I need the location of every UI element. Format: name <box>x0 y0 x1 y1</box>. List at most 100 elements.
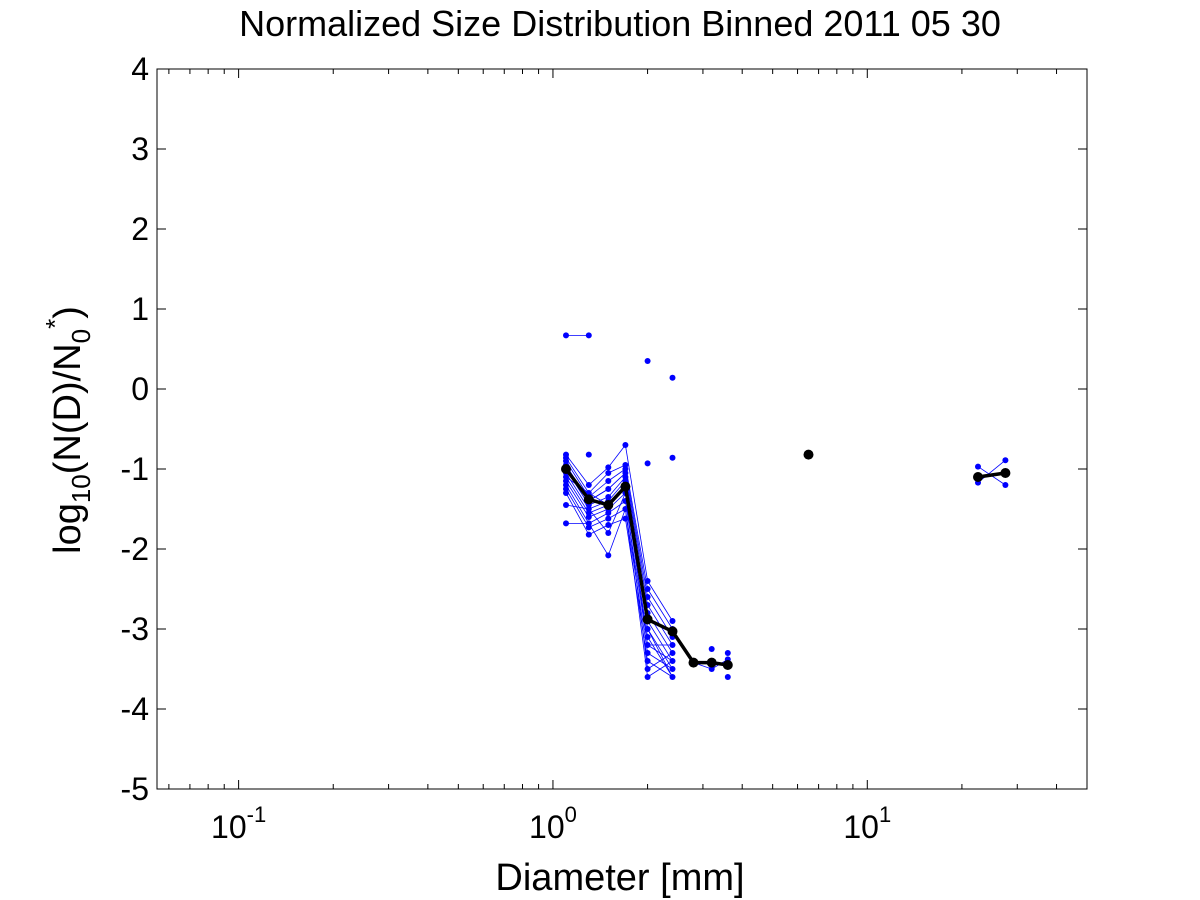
individual-point <box>585 524 592 531</box>
individual-point <box>669 650 676 656</box>
individual-line <box>565 484 673 662</box>
individual-point <box>605 552 612 559</box>
individual-line <box>565 480 673 678</box>
individual-point <box>563 490 569 496</box>
mean-point <box>603 500 614 510</box>
individual-point <box>644 634 651 640</box>
y-tick-label: -3 <box>121 611 149 647</box>
y-tick-label: -4 <box>121 691 149 727</box>
individual-point <box>669 374 676 381</box>
individual-point <box>585 482 592 488</box>
individual-point <box>563 502 569 508</box>
individual-line <box>565 460 673 638</box>
y-tick-label: -1 <box>121 451 149 487</box>
x-tick-base: 10 <box>529 809 565 845</box>
mean-point <box>667 626 678 637</box>
individual-point <box>622 515 629 522</box>
individual-point <box>1002 457 1009 464</box>
individual-point <box>669 674 676 680</box>
individual-point <box>622 442 629 448</box>
x-tick-exp: -1 <box>247 802 267 827</box>
y-tick-label: -2 <box>121 531 149 567</box>
y-tick-label: 1 <box>131 291 149 327</box>
mean-point <box>722 660 733 670</box>
x-tick-base: 10 <box>843 809 879 845</box>
individual-line <box>565 488 673 670</box>
individual-point <box>585 531 592 538</box>
mean-point <box>642 614 653 625</box>
y-tick-label: 2 <box>131 211 149 247</box>
individual-point <box>644 658 651 664</box>
y-axis-label-sup: * <box>40 319 70 329</box>
series-mean <box>561 449 1011 670</box>
plot-area <box>561 332 1011 680</box>
individual-point <box>724 650 731 656</box>
individual-point <box>563 520 569 527</box>
y-axis-label-base-sub: 10 <box>66 474 96 503</box>
individual-point <box>605 522 612 528</box>
individual-point <box>644 650 651 656</box>
individual-point <box>605 515 612 522</box>
individual-point <box>644 626 651 632</box>
x-tick-exp: 1 <box>879 802 891 827</box>
chart-title: Normalized Size Distribution Binned 2011… <box>239 3 1001 44</box>
individual-point <box>585 332 592 339</box>
y-tick-labels: 4 3 2 1 0 -1 -2 -3 -4 -5 <box>121 51 149 807</box>
y-tick-label: 3 <box>131 131 149 167</box>
individual-point <box>605 486 612 492</box>
y-tick-label: 4 <box>131 51 149 87</box>
individual-line <box>565 492 673 678</box>
mean-point <box>1000 468 1011 478</box>
axis-ticks <box>157 68 1088 790</box>
individual-point <box>563 332 569 339</box>
individual-point <box>975 463 981 470</box>
x-tick-labels: 10-1 100 101 <box>211 802 891 845</box>
individual-point <box>669 454 676 461</box>
axes-frame <box>156 68 1088 790</box>
individual-point <box>644 594 651 600</box>
individual-point <box>605 478 612 484</box>
individual-point <box>644 578 651 584</box>
x-tick-base: 10 <box>211 809 247 845</box>
individual-line <box>565 457 673 630</box>
individual-point <box>669 618 676 624</box>
x-tick-label: 10-1 <box>211 802 266 845</box>
x-tick-exp: 0 <box>565 802 577 827</box>
individual-line <box>565 444 673 622</box>
individual-point <box>669 642 676 648</box>
individual-point <box>605 470 612 476</box>
mean-point <box>583 494 594 505</box>
individual-point <box>669 666 676 672</box>
individual-line <box>565 468 673 678</box>
individual-line <box>565 492 673 670</box>
y-tick-label: -5 <box>121 771 149 807</box>
y-tick-label: 0 <box>131 371 149 407</box>
individual-point <box>708 666 715 672</box>
individual-point <box>644 666 651 672</box>
y-axis-label-base: log <box>47 503 89 554</box>
y-axis-label-close: ) <box>47 306 89 319</box>
x-axis-label: Diameter [mm] <box>495 857 744 899</box>
mean-point <box>620 481 631 492</box>
y-axis-label-n-sub: 0 <box>66 329 96 343</box>
mean-point <box>803 449 814 460</box>
x-tick-label: 101 <box>843 802 891 845</box>
individual-point <box>644 642 651 648</box>
individual-point <box>644 674 651 680</box>
x-tick-label: 100 <box>529 802 577 845</box>
individual-point <box>605 464 612 471</box>
individual-point <box>644 358 651 364</box>
individual-point <box>1002 482 1009 488</box>
individual-point <box>605 530 612 536</box>
mean-point <box>973 472 983 482</box>
individual-point <box>669 658 676 664</box>
mean-point <box>706 657 717 668</box>
individual-point <box>622 506 629 512</box>
individual-point <box>644 586 651 592</box>
individual-point <box>724 674 731 680</box>
individual-point <box>708 646 715 652</box>
mean-point <box>688 657 699 668</box>
individual-point <box>644 460 651 467</box>
mean-point <box>561 464 571 474</box>
